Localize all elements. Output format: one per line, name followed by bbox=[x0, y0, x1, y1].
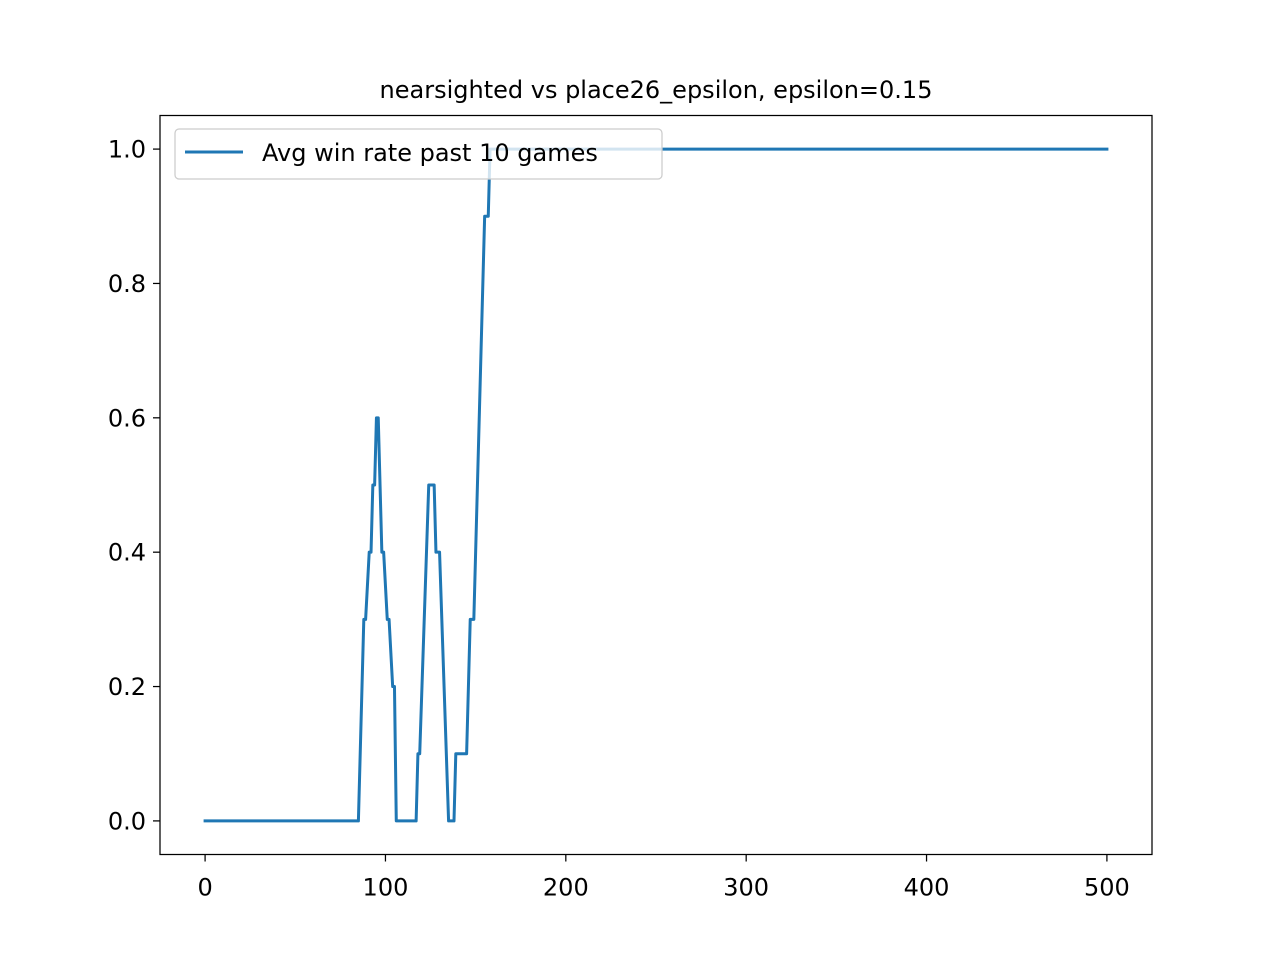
plot-area bbox=[160, 115, 1152, 855]
y-tick-label: 0.8 bbox=[108, 270, 146, 298]
legend-box bbox=[174, 128, 663, 180]
x-tick-label: 500 bbox=[1084, 874, 1130, 902]
series-line-avg-win-rate bbox=[203, 147, 1109, 823]
y-tick-label: 0.4 bbox=[108, 539, 146, 567]
y-tick-label: 0.0 bbox=[108, 807, 146, 835]
y-tick-label: 0.6 bbox=[108, 404, 146, 432]
legend: Avg win rate past 10 games bbox=[174, 128, 663, 180]
x-tick-label: 300 bbox=[723, 874, 769, 902]
series-layer bbox=[203, 147, 1109, 823]
x-axis: 0 100 200 300 400 500 bbox=[197, 854, 1130, 902]
x-tick-label: 0 bbox=[197, 874, 212, 902]
x-tick-label: 400 bbox=[904, 874, 950, 902]
y-tick-label: 1.0 bbox=[108, 136, 146, 164]
x-tick-label: 100 bbox=[363, 874, 409, 902]
x-tick-label: 200 bbox=[543, 874, 589, 902]
chart-title: nearsighted vs place26_epsilon, epsilon=… bbox=[380, 76, 933, 104]
plot-frame bbox=[159, 114, 1153, 856]
y-axis: 0.0 0.2 0.4 0.6 0.8 1.0 bbox=[108, 136, 160, 835]
y-tick-label: 0.2 bbox=[108, 673, 146, 701]
legend-label-avg-win-rate: Avg win rate past 10 games bbox=[262, 139, 598, 167]
